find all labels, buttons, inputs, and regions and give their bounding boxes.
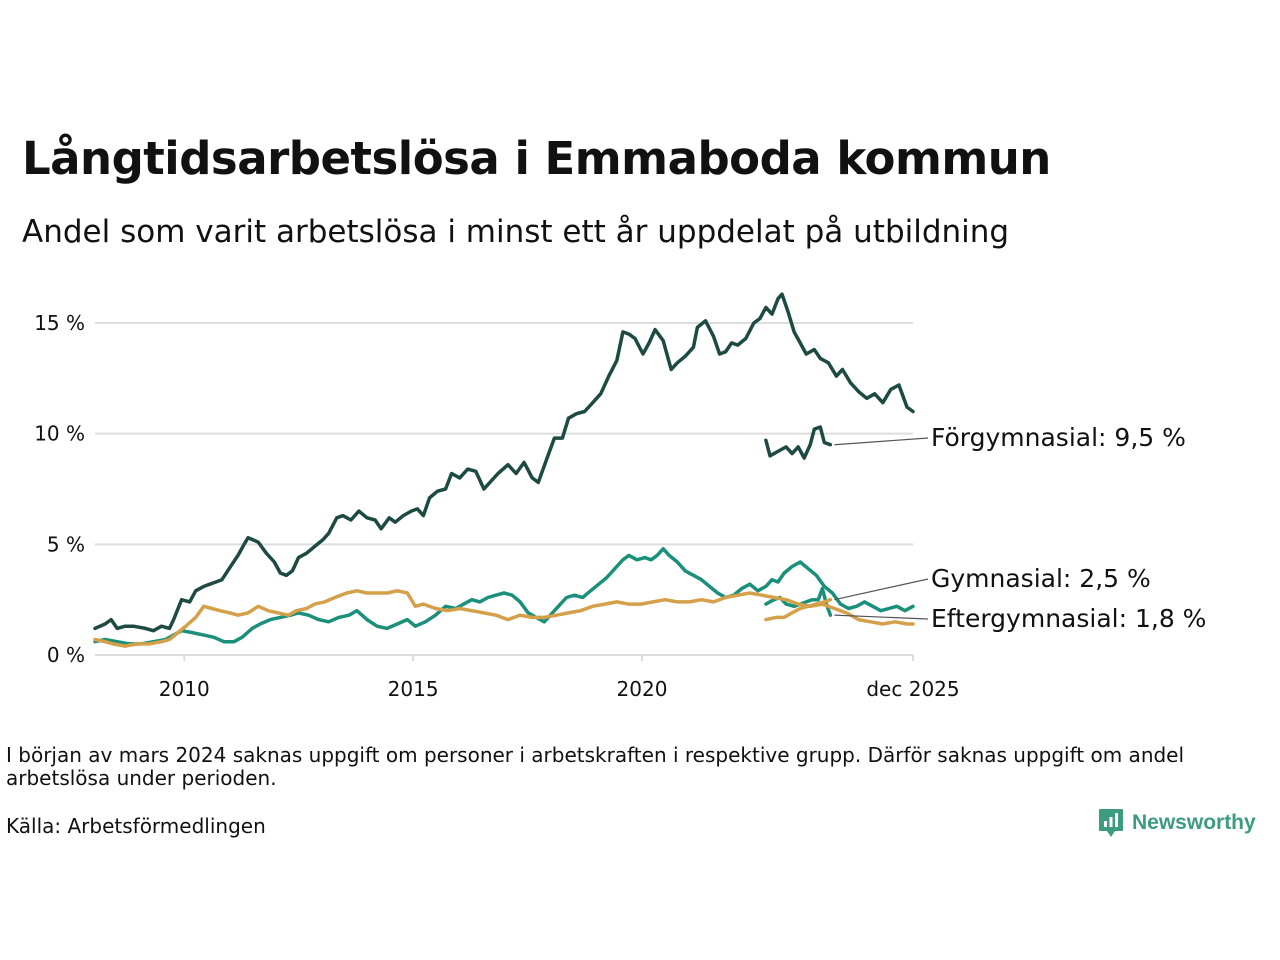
chart-title: Långtidsarbetslösa i Emmaboda kommun <box>22 132 1051 185</box>
chart-subtitle: Andel som varit arbetslösa i minst ett å… <box>22 214 1010 250</box>
gridlines <box>95 322 913 656</box>
series-line-förgymnasial-after-gap <box>764 425 833 460</box>
newsworthy-logo-icon <box>1099 809 1123 837</box>
end-label-gymnasial: Gymnasial: 2,5 % <box>931 564 1151 593</box>
end-label-eftergymnasial: Eftergymnasial: 1,8 % <box>931 604 1206 633</box>
end-label-connector <box>834 578 929 601</box>
x-axis: 2010 2015 2020 dec 2025 <box>159 655 960 701</box>
y-tick-label: 5 % <box>47 532 85 556</box>
end-label-connector <box>834 614 929 620</box>
y-tick-label: 0 % <box>47 643 85 667</box>
end-label-connector <box>834 437 929 446</box>
y-axis: 0 % 5 % 10 % 15 % <box>34 311 85 667</box>
series-line-förgymnasial <box>93 292 915 633</box>
x-tick-label: 2010 <box>159 677 210 701</box>
y-tick-label: 10 % <box>34 422 85 446</box>
footnote: I början av mars 2024 saknas uppgift om … <box>6 743 1185 790</box>
series-line-gymnasial-after-gap <box>764 597 833 622</box>
brand-logo[interactable]: Newsworthy <box>1098 808 1256 838</box>
series-lines <box>93 292 915 648</box>
series-line-eftergymnasial <box>93 547 915 646</box>
x-tick-label: 2020 <box>617 677 668 701</box>
x-tick-label: 2015 <box>388 677 439 701</box>
x-tick-label: dec 2025 <box>866 677 959 701</box>
end-labels: Förgymnasial: 9,5 % Gymnasial: 2,5 % Efter… <box>834 423 1206 633</box>
brand-name: Newsworthy <box>1132 811 1256 834</box>
source-note: Källa: Arbetsförmedlingen <box>6 814 266 838</box>
y-tick-label: 15 % <box>34 311 85 335</box>
end-label-förgymnasial: Förgymnasial: 9,5 % <box>931 423 1186 452</box>
series-line-gymnasial <box>93 589 915 648</box>
